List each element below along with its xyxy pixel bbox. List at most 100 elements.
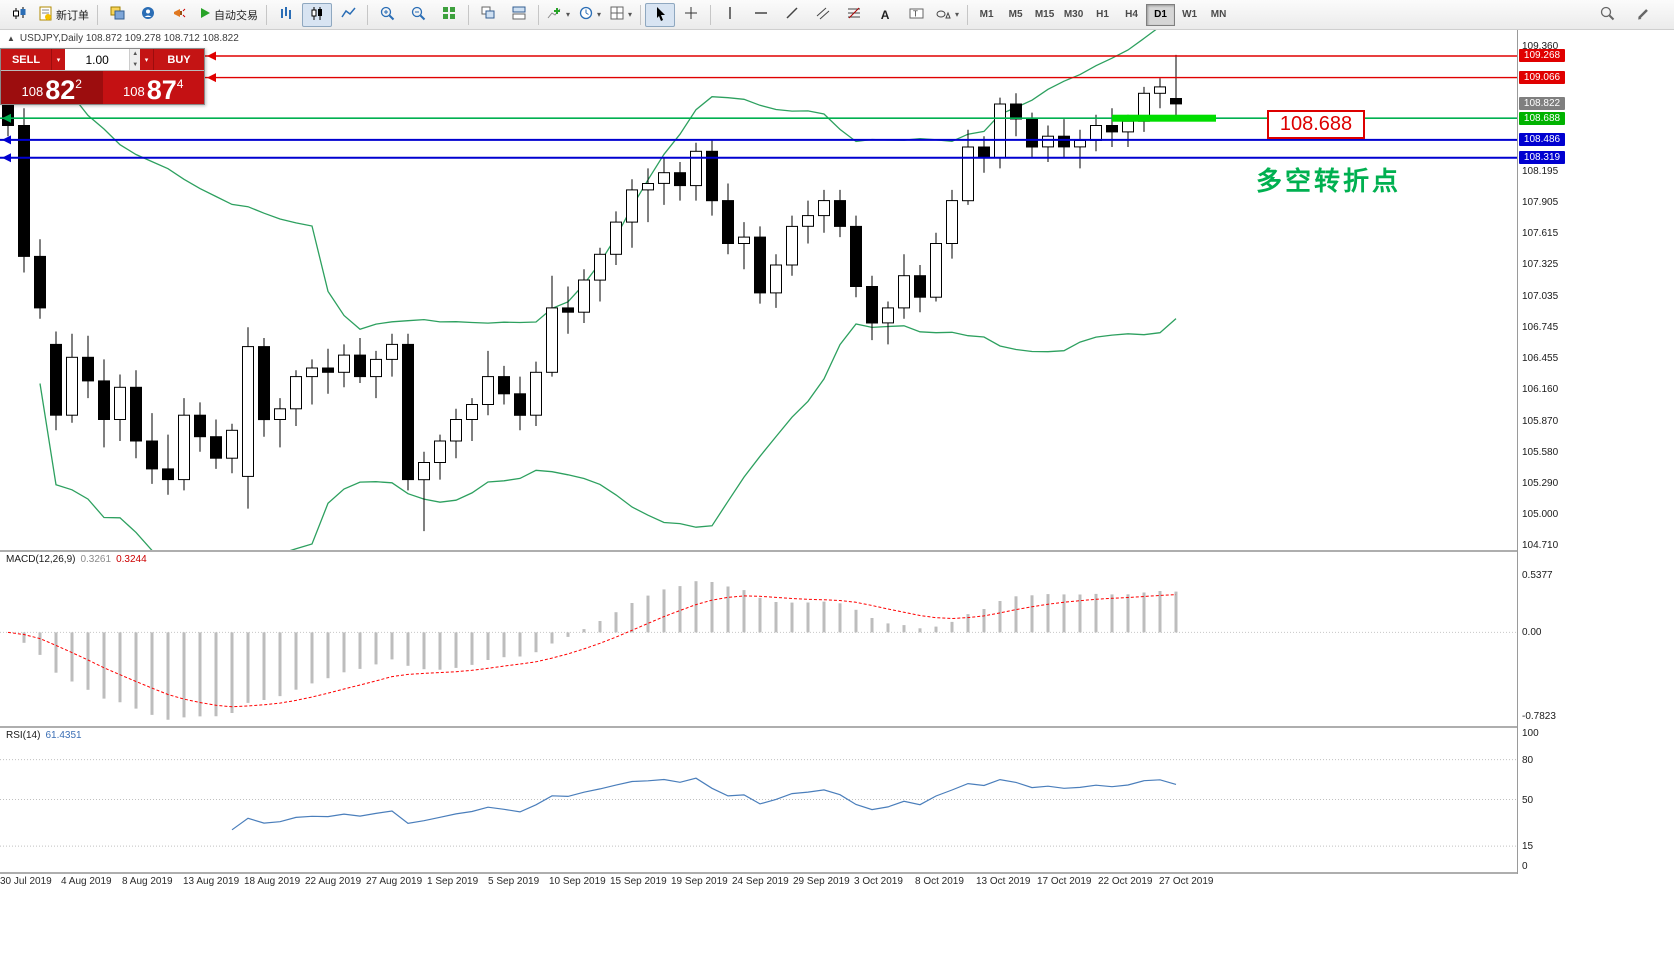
indicators-button[interactable]: ▾ (543, 3, 574, 27)
zoom-in-icon (380, 6, 395, 24)
auto-trading-button[interactable]: 自动交易 (195, 3, 262, 27)
candle (82, 335, 94, 399)
buy-price-button[interactable]: 108 87 4 (102, 71, 204, 104)
zoom-out-button[interactable] (403, 3, 433, 27)
open-charts-button[interactable] (102, 3, 132, 27)
fibonacci-tool[interactable] (839, 3, 869, 27)
text-tool[interactable]: A (870, 3, 900, 27)
volume-down-button[interactable]: ▼ (130, 59, 140, 70)
periods-button[interactable]: ▾ (575, 3, 605, 27)
candle (1170, 54, 1182, 116)
svg-text:T: T (913, 9, 918, 18)
panel-divider[interactable] (0, 550, 1566, 552)
vertical-line-tool[interactable] (715, 3, 745, 27)
candle (290, 370, 302, 426)
new-chart-button[interactable] (4, 3, 34, 27)
macd-chart[interactable] (0, 552, 1517, 726)
highlight-segment[interactable] (1112, 114, 1216, 122)
candlestick-mode-button[interactable] (302, 2, 332, 27)
timeframe-button-W1[interactable]: W1 (1182, 9, 1198, 20)
timeframe-group: M1 M5 M15 M30 H1 H4 D1 W1 MN (972, 3, 1233, 26)
label-tool[interactable]: T (901, 3, 931, 27)
rsi-chart[interactable] (0, 728, 1517, 872)
volume-input[interactable] (65, 49, 130, 70)
macd-signal-value: 0.3244 (116, 554, 147, 565)
volume-up-button[interactable]: ▲ (130, 49, 140, 60)
horizontal-line-tool[interactable] (746, 3, 776, 27)
candle (786, 215, 798, 276)
templates-button[interactable]: ▾ (606, 3, 636, 27)
rsi-line (231, 777, 1177, 831)
crosshair-tool-button[interactable] (676, 3, 706, 27)
turning-point-annotation[interactable]: 多空转折点 (1256, 166, 1402, 196)
sell-price-button[interactable]: 108 82 2 (1, 71, 103, 104)
timeframe-button-M30[interactable]: M30 (1063, 9, 1084, 20)
search-button[interactable] (1592, 3, 1622, 27)
candle (1138, 86, 1150, 132)
edit-button[interactable] (1628, 3, 1658, 27)
zoom-in-button[interactable] (372, 3, 402, 27)
text-icon: A (880, 7, 890, 22)
sell-price-big: 82 (45, 75, 76, 106)
hline-anchor-arrow-icon[interactable] (2, 153, 11, 163)
rsi-axis-label: 50 (1522, 795, 1534, 806)
crosshair-icon (684, 6, 698, 23)
cursor-tool-button[interactable] (645, 2, 676, 27)
candle (962, 129, 974, 205)
candles-layer[interactable] (2, 54, 1182, 532)
candle (498, 365, 510, 405)
tile-windows-icon (442, 6, 456, 23)
candle (930, 232, 942, 302)
main-toolbar: 新订单 自动交易 ▾ ▾ ▾ A T ▾ M1 M5 M15 M30 H1 H4 D1 W1 M… (0, 0, 1674, 30)
toolbar-right-group (1592, 3, 1658, 27)
timeframe-button-M1[interactable]: M1 (979, 9, 994, 20)
line-chart-mode-button[interactable] (333, 3, 363, 27)
sell-options-dropdown[interactable]: ▾ (51, 49, 65, 70)
candle (866, 275, 878, 341)
collapse-panel-icon[interactable]: ▲ (7, 34, 15, 43)
hline-anchor-arrow-icon[interactable] (207, 51, 216, 61)
candle (418, 451, 430, 532)
notifications-button[interactable] (164, 3, 194, 27)
timeframe-button-H1[interactable]: H1 (1096, 9, 1109, 20)
trendline-tool[interactable] (777, 3, 807, 27)
date-label: 5 Sep 2019 (488, 876, 540, 887)
candle (722, 183, 734, 255)
channel-tool[interactable] (808, 3, 838, 27)
panel-divider[interactable] (0, 872, 1566, 874)
tile-windows-button[interactable] (434, 3, 464, 27)
main-chart[interactable] (0, 30, 1517, 550)
candle (674, 162, 686, 201)
panel-divider[interactable] (0, 726, 1566, 728)
buy-options-dropdown[interactable]: ▾ (140, 49, 154, 70)
timeframe-button-H4[interactable]: H4 (1125, 9, 1138, 20)
sell-button[interactable]: SELL (1, 49, 51, 70)
candle (338, 344, 350, 388)
candle (514, 376, 526, 431)
arrange-windows-button[interactable] (504, 3, 534, 27)
hline-anchor-arrow-icon[interactable] (207, 73, 216, 83)
timeframe-button-D1[interactable]: D1 (1146, 3, 1176, 26)
hline-anchor-arrow-icon[interactable] (2, 135, 11, 145)
profiles-button[interactable] (133, 3, 163, 27)
clock-icon (579, 6, 593, 23)
date-label: 29 Sep 2019 (793, 876, 850, 887)
price-axis[interactable]: 109.360 108.195 107.905 107.615 107.325 107.0… (1517, 30, 1574, 874)
shapes-tool[interactable]: ▾ (932, 3, 963, 27)
candle (450, 408, 462, 459)
rsi-panel-label: RSI(14) 61.4351 (6, 730, 82, 741)
price-callout-label[interactable]: 108.688 (1267, 110, 1365, 139)
date-axis[interactable]: 30 Jul 2019 4 Aug 2019 8 Aug 2019 13 Aug 20… (0, 876, 1566, 892)
hline-anchor-arrow-icon[interactable] (2, 113, 11, 123)
candle (178, 398, 190, 491)
timeframe-button-M5[interactable]: M5 (1008, 9, 1023, 20)
timeframe-button-MN[interactable]: MN (1210, 9, 1227, 20)
date-label: 1 Sep 2019 (427, 876, 479, 887)
timeframe-button-M15[interactable]: M15 (1034, 9, 1055, 20)
cascade-windows-button[interactable] (473, 3, 503, 27)
new-order-button[interactable]: 新订单 (35, 3, 93, 27)
candle (642, 168, 654, 223)
candle (370, 350, 382, 399)
buy-button[interactable]: BUY (154, 49, 204, 70)
bar-chart-mode-button[interactable] (271, 3, 301, 27)
